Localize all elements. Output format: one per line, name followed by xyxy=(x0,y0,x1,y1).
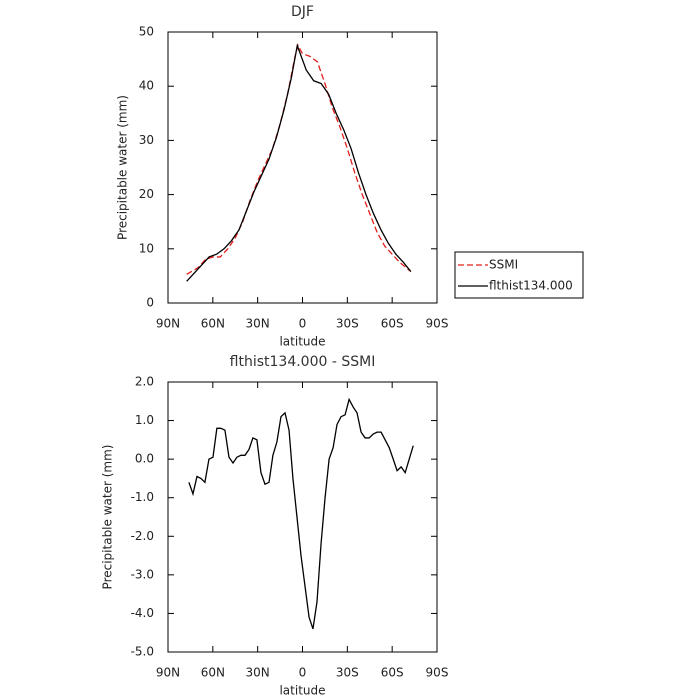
legend-label: SSMI xyxy=(489,258,518,272)
data-line xyxy=(186,43,412,275)
y-tick-label: 30 xyxy=(139,133,154,147)
y-tick-label: 0 xyxy=(146,296,154,310)
y-tick-label: -3.0 xyxy=(131,567,154,581)
y-tick-label: -5.0 xyxy=(131,645,154,659)
x-axis-label: latitude xyxy=(279,335,325,349)
plot-frame xyxy=(167,31,438,304)
x-tick-label: 90N xyxy=(156,666,180,680)
x-tick-label: 90N xyxy=(156,317,180,331)
x-tick-label: 30N xyxy=(246,317,270,331)
plot-frame xyxy=(167,381,438,653)
y-tick-label: 40 xyxy=(139,79,154,93)
y-tick-label: 0.0 xyxy=(135,452,154,466)
x-tick-label: 60N xyxy=(201,666,225,680)
x-tick-label: 30N xyxy=(246,666,270,680)
x-tick-label: 60S xyxy=(381,317,404,331)
x-tick-label: 60S xyxy=(381,666,404,680)
y-tick-label: -1.0 xyxy=(131,490,154,504)
x-tick-label: 90S xyxy=(426,317,449,331)
y-axis-label: Precipitable water (mm) xyxy=(116,95,130,240)
data-line xyxy=(188,397,414,630)
y-tick-label: 10 xyxy=(139,241,154,255)
y-tick-label: 20 xyxy=(139,187,154,201)
chart-title: DJF xyxy=(291,4,314,20)
x-tick-label: 60N xyxy=(201,317,225,331)
data-line xyxy=(186,43,412,282)
y-tick-label: 1.0 xyxy=(135,413,154,427)
y-axis-label: Precipitable water (mm) xyxy=(101,445,115,590)
x-tick-label: 0 xyxy=(299,666,307,680)
x-tick-label: 0 xyxy=(299,317,307,331)
x-tick-label: 30S xyxy=(336,317,359,331)
legend-box xyxy=(454,251,584,299)
y-tick-label: 2.0 xyxy=(135,375,154,389)
x-tick-label: 90S xyxy=(426,666,449,680)
y-tick-label: -4.0 xyxy=(131,606,154,620)
x-tick-label: 30S xyxy=(336,666,359,680)
y-tick-label: -2.0 xyxy=(131,529,154,543)
legend-label: flthist134.000 xyxy=(489,279,573,293)
y-tick-label: 50 xyxy=(139,25,154,39)
x-axis-label: latitude xyxy=(279,684,325,698)
chart-title: flthist134.000 - SSMI xyxy=(230,354,376,370)
